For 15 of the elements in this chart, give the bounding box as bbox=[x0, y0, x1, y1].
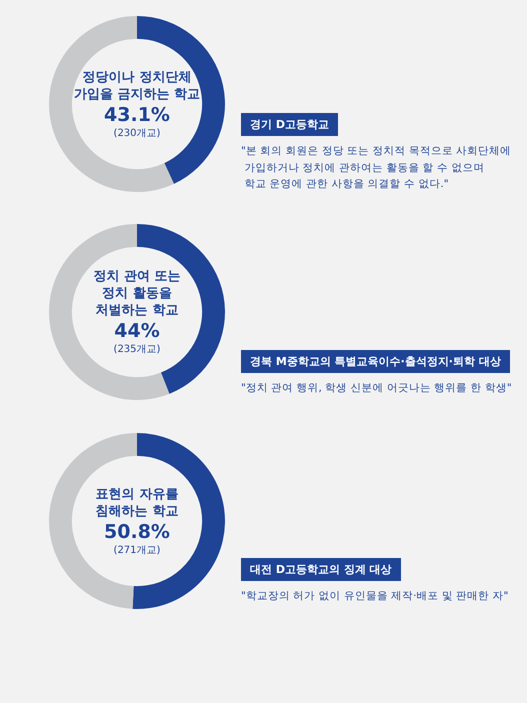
text: 경기 D고등학교 bbox=[241, 113, 338, 136]
text: (235개교) bbox=[112, 343, 162, 356]
text: 경북 M중학교의 특별교육이수·출석정지·퇴학 대상 bbox=[241, 350, 510, 373]
text: "본 회의 회원은 정당 또는 정치적 목적으로 사회단체에 가입하거나 정치에 관하여는 활동을 할 수 없으며 학교 운영에 관한 사항을 의결할 수 없다." bbox=[241, 144, 512, 192]
text: "학교장의 허가 없이 유인물을 제작·배포 및 판매한 자" bbox=[241, 589, 508, 604]
text: 44% bbox=[113, 319, 161, 343]
text: 대전 D고등학교의 징계 대상 bbox=[241, 558, 401, 581]
text: (271개교) bbox=[112, 544, 162, 556]
text: 정당이나 정치단체 가입을 금지하는 학교 bbox=[72, 68, 202, 102]
text: 50.8% bbox=[103, 520, 171, 544]
text: "정치 관여 행위, 학생 신분에 어긋나는 행위를 한 학생" bbox=[241, 381, 512, 396]
text: 43.1% bbox=[103, 102, 171, 126]
text: 표현의 자유를 침해하는 학교 bbox=[94, 486, 180, 520]
text: (230개교) bbox=[112, 126, 162, 140]
text: 정치 관여 또는 정치 활동을 처벌하는 학교 bbox=[92, 268, 182, 319]
